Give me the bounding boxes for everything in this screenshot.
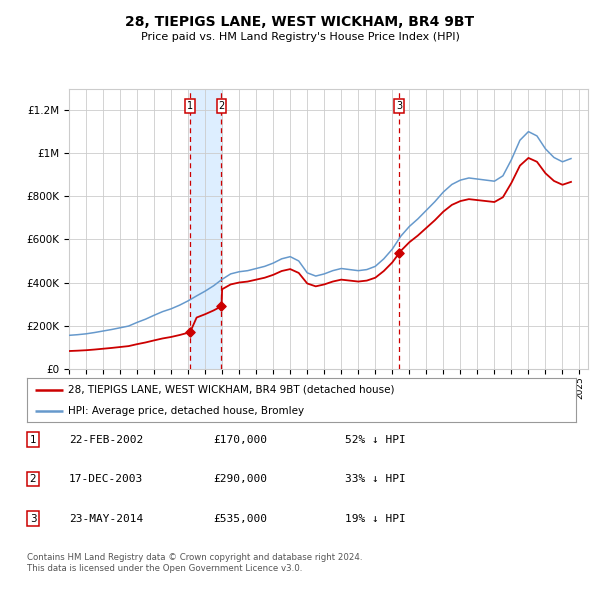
Bar — [190, 88, 221, 369]
Text: 3: 3 — [396, 101, 402, 111]
Text: 33% ↓ HPI: 33% ↓ HPI — [345, 474, 406, 484]
Text: 19% ↓ HPI: 19% ↓ HPI — [345, 514, 406, 523]
Text: Price paid vs. HM Land Registry's House Price Index (HPI): Price paid vs. HM Land Registry's House … — [140, 32, 460, 42]
Text: This data is licensed under the Open Government Licence v3.0.: This data is licensed under the Open Gov… — [27, 565, 302, 573]
Text: HPI: Average price, detached house, Bromley: HPI: Average price, detached house, Brom… — [68, 406, 304, 416]
Text: £290,000: £290,000 — [213, 474, 267, 484]
Text: 28, TIEPIGS LANE, WEST WICKHAM, BR4 9BT: 28, TIEPIGS LANE, WEST WICKHAM, BR4 9BT — [125, 15, 475, 29]
Point — [185, 327, 195, 337]
Text: 28, TIEPIGS LANE, WEST WICKHAM, BR4 9BT (detached house): 28, TIEPIGS LANE, WEST WICKHAM, BR4 9BT … — [68, 385, 395, 395]
Text: 1: 1 — [187, 101, 193, 111]
Text: 2: 2 — [218, 101, 224, 111]
Text: 22-FEB-2002: 22-FEB-2002 — [69, 435, 143, 444]
Text: 17-DEC-2003: 17-DEC-2003 — [69, 474, 143, 484]
Text: £535,000: £535,000 — [213, 514, 267, 523]
Text: 3: 3 — [29, 514, 37, 523]
Text: 2: 2 — [29, 474, 37, 484]
Text: £170,000: £170,000 — [213, 435, 267, 444]
Text: 23-MAY-2014: 23-MAY-2014 — [69, 514, 143, 523]
Text: 1: 1 — [29, 435, 37, 444]
Point — [394, 249, 404, 258]
Text: 52% ↓ HPI: 52% ↓ HPI — [345, 435, 406, 444]
Text: Contains HM Land Registry data © Crown copyright and database right 2024.: Contains HM Land Registry data © Crown c… — [27, 553, 362, 562]
Point — [217, 301, 226, 311]
